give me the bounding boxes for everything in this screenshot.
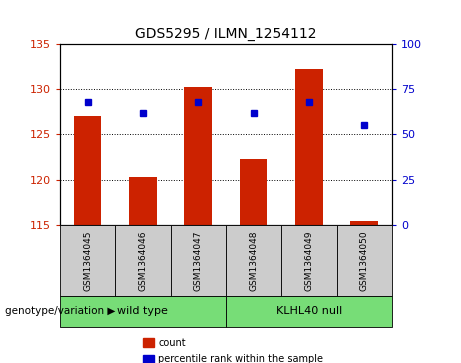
Text: wild type: wild type — [118, 306, 168, 316]
Bar — [129, 177, 157, 225]
Text: GSM1364046: GSM1364046 — [138, 230, 148, 291]
Bar — [295, 69, 323, 225]
Text: count: count — [158, 338, 186, 348]
Text: GSM1364050: GSM1364050 — [360, 230, 369, 291]
Bar — [240, 159, 267, 225]
Text: GSM1364048: GSM1364048 — [249, 230, 258, 291]
Bar — [184, 87, 212, 225]
Text: GSM1364047: GSM1364047 — [194, 230, 203, 291]
Text: KLHL40 null: KLHL40 null — [276, 306, 342, 316]
Bar — [74, 116, 101, 225]
Title: GDS5295 / ILMN_1254112: GDS5295 / ILMN_1254112 — [135, 27, 317, 41]
Text: GSM1364049: GSM1364049 — [304, 230, 313, 291]
Text: percentile rank within the sample: percentile rank within the sample — [158, 354, 323, 363]
Text: genotype/variation ▶: genotype/variation ▶ — [5, 306, 115, 316]
Bar — [350, 220, 378, 225]
Text: GSM1364045: GSM1364045 — [83, 230, 92, 291]
